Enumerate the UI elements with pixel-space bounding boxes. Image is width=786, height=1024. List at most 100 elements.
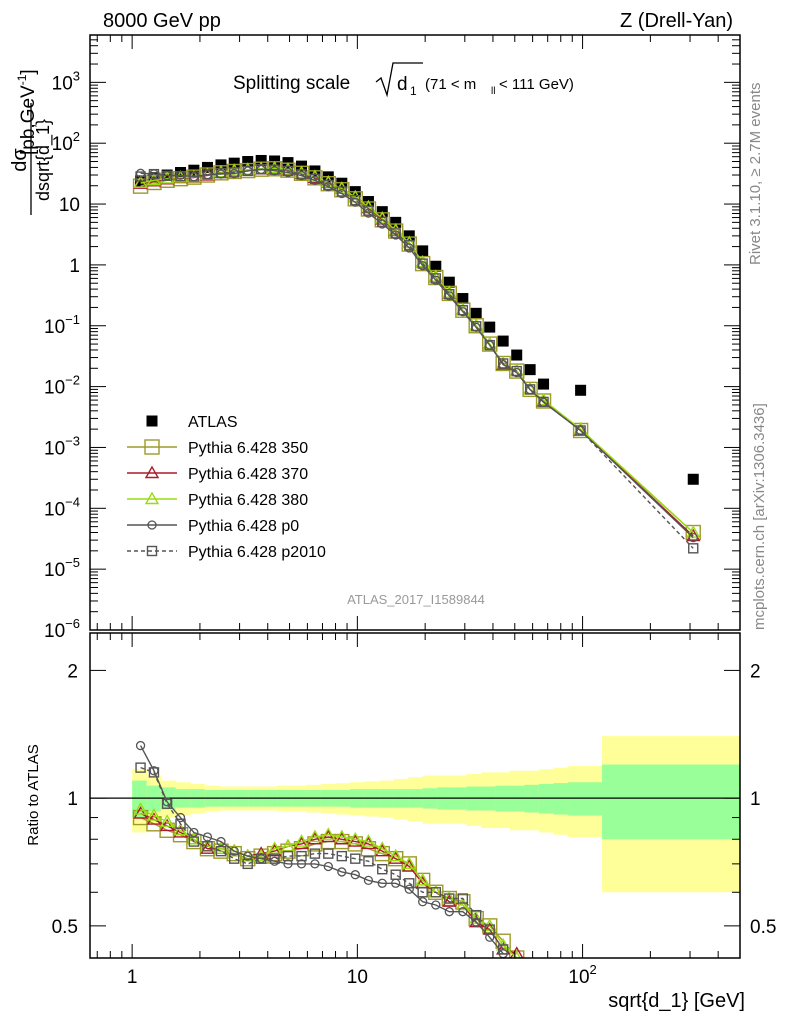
point-5-23 bbox=[444, 288, 455, 300]
header-right: Z (Drell-Yan) bbox=[620, 10, 733, 32]
mcplots-label: mcplots.cern.ch [arXiv:1306.3436] bbox=[751, 403, 768, 630]
y-tick-label-main: 102 bbox=[52, 129, 80, 155]
series-5 bbox=[135, 163, 699, 554]
ratio-point-3-17 bbox=[363, 875, 374, 886]
ratio-point-2-18 bbox=[375, 841, 390, 854]
legend-marker-4 bbox=[147, 520, 157, 530]
ratio-point-4-10 bbox=[269, 853, 280, 864]
y-tick-label-main: 10−2 bbox=[44, 373, 80, 399]
point-0-27 bbox=[497, 335, 509, 347]
point-5-6 bbox=[215, 167, 227, 179]
ratio-point-1-0 bbox=[133, 806, 148, 819]
plot-title-cut-sub: ll bbox=[491, 86, 495, 97]
ratio-point-4-16 bbox=[350, 853, 361, 864]
ratio-point-4-20 bbox=[404, 878, 415, 889]
header-left: 8000 GeV pp bbox=[103, 10, 221, 32]
point-5-3 bbox=[175, 170, 186, 182]
ratio-point-2-17 bbox=[361, 834, 376, 847]
y-tick-label-main: 10−1 bbox=[44, 312, 80, 338]
point-0-23 bbox=[443, 276, 455, 288]
ratio-plot-area bbox=[90, 736, 741, 958]
point-5-13 bbox=[309, 173, 321, 185]
ratio-point-2-1 bbox=[146, 808, 162, 821]
ratio-point-4-26 bbox=[484, 924, 495, 935]
point-5-25 bbox=[470, 321, 482, 332]
plot-title-cut: (71 < m bbox=[425, 76, 476, 93]
ratio-ticks: 2 2 1 1 0.5 0.5 1 10 102 bbox=[52, 633, 776, 988]
point-5-8 bbox=[242, 165, 253, 177]
ratio-point-3-12 bbox=[296, 859, 307, 869]
ratio-point-4-1 bbox=[148, 767, 160, 778]
ratio-point-4-7 bbox=[229, 853, 240, 864]
plot-title-cut-post: < 111 GeV) bbox=[499, 76, 574, 93]
point-5-7 bbox=[229, 167, 240, 178]
point-3-13 bbox=[307, 169, 323, 182]
point-0-28 bbox=[511, 349, 523, 361]
legend-label-5: Pythia 6.428 p2010 bbox=[188, 544, 326, 561]
band-inner bbox=[568, 782, 603, 816]
ratio-point-3-18 bbox=[377, 878, 387, 888]
ratio-point-3-21 bbox=[418, 897, 428, 907]
legend-label-0: ATLAS bbox=[188, 414, 238, 431]
series-4 bbox=[135, 164, 698, 543]
y-tick-label-main: 1 bbox=[69, 256, 80, 277]
legend-marker-2 bbox=[144, 465, 160, 479]
legend-entry-4: Pythia 6.428 p0 bbox=[127, 518, 299, 535]
point-5-27 bbox=[497, 358, 509, 369]
legend-entry-2: Pythia 6.428 370 bbox=[127, 465, 308, 483]
point-5-22 bbox=[430, 273, 442, 284]
ratio-point-4-5 bbox=[202, 841, 213, 852]
ratio-y-tick-label-right: 1 bbox=[750, 789, 761, 810]
y-tick-label-main: 10−5 bbox=[44, 555, 80, 581]
ratio-point-2-13 bbox=[307, 829, 323, 843]
ylabel-numerator: dσ bbox=[9, 148, 31, 172]
main-frame bbox=[89, 34, 741, 631]
x-tick-label: 10 bbox=[347, 967, 368, 988]
ratio-point-3-14 bbox=[323, 861, 333, 872]
legend-label-4: Pythia 6.428 p0 bbox=[188, 518, 299, 535]
ratio-line-4 bbox=[140, 766, 504, 950]
ratio-y-tick-label-right: 2 bbox=[750, 661, 761, 682]
ratio-point-3-20 bbox=[404, 884, 414, 894]
ratio-point-4-4 bbox=[188, 836, 200, 847]
ratio-frame bbox=[89, 632, 741, 959]
ratio-point-1-28 bbox=[510, 946, 524, 958]
ratio-point-2-21 bbox=[415, 872, 430, 886]
x-tick-label: 1 bbox=[127, 967, 138, 988]
ratio-point-2-6 bbox=[213, 841, 229, 854]
legend-marker-3 bbox=[144, 491, 160, 505]
series-2 bbox=[133, 161, 701, 542]
y-tick-label-main: 10 bbox=[59, 195, 80, 216]
ratio-series-2 bbox=[133, 802, 521, 958]
point-0-8 bbox=[242, 156, 254, 168]
ratio-point-4-22 bbox=[430, 887, 442, 898]
ratio-point-4-3 bbox=[175, 818, 186, 829]
ratio-point-4-12 bbox=[296, 850, 307, 862]
ratio-point-4-15 bbox=[336, 850, 348, 862]
legend-label-1: Pythia 6.428 350 bbox=[188, 440, 308, 457]
y-tick-label-main: 10−6 bbox=[44, 616, 80, 642]
sqrt-symbol bbox=[375, 62, 423, 98]
point-5-1 bbox=[148, 168, 160, 180]
ratio-point-4-13 bbox=[309, 848, 321, 859]
point-5-16 bbox=[350, 194, 361, 206]
ratio-point-3-16 bbox=[350, 870, 360, 880]
legend-label-2: Pythia 6.428 370 bbox=[188, 466, 308, 483]
ratio-point-3-22 bbox=[431, 900, 441, 910]
point-5-14 bbox=[323, 179, 334, 191]
point-0-19 bbox=[390, 216, 402, 228]
main-plot-area bbox=[132, 154, 701, 554]
ratio-point-4-9 bbox=[255, 853, 267, 864]
ratio-point-4-14 bbox=[323, 848, 334, 859]
ratio-point-4-18 bbox=[377, 864, 388, 875]
ratio-point-4-21 bbox=[417, 887, 428, 898]
point-5-29 bbox=[524, 384, 536, 395]
point-5-12 bbox=[296, 169, 307, 180]
point-5-11 bbox=[282, 165, 294, 177]
point-5-9 bbox=[255, 163, 267, 175]
ratio-point-2-3 bbox=[173, 822, 188, 836]
ratio-point-4-27 bbox=[497, 944, 509, 955]
point-5-5 bbox=[202, 169, 213, 180]
ratio-series-0 bbox=[132, 809, 525, 958]
